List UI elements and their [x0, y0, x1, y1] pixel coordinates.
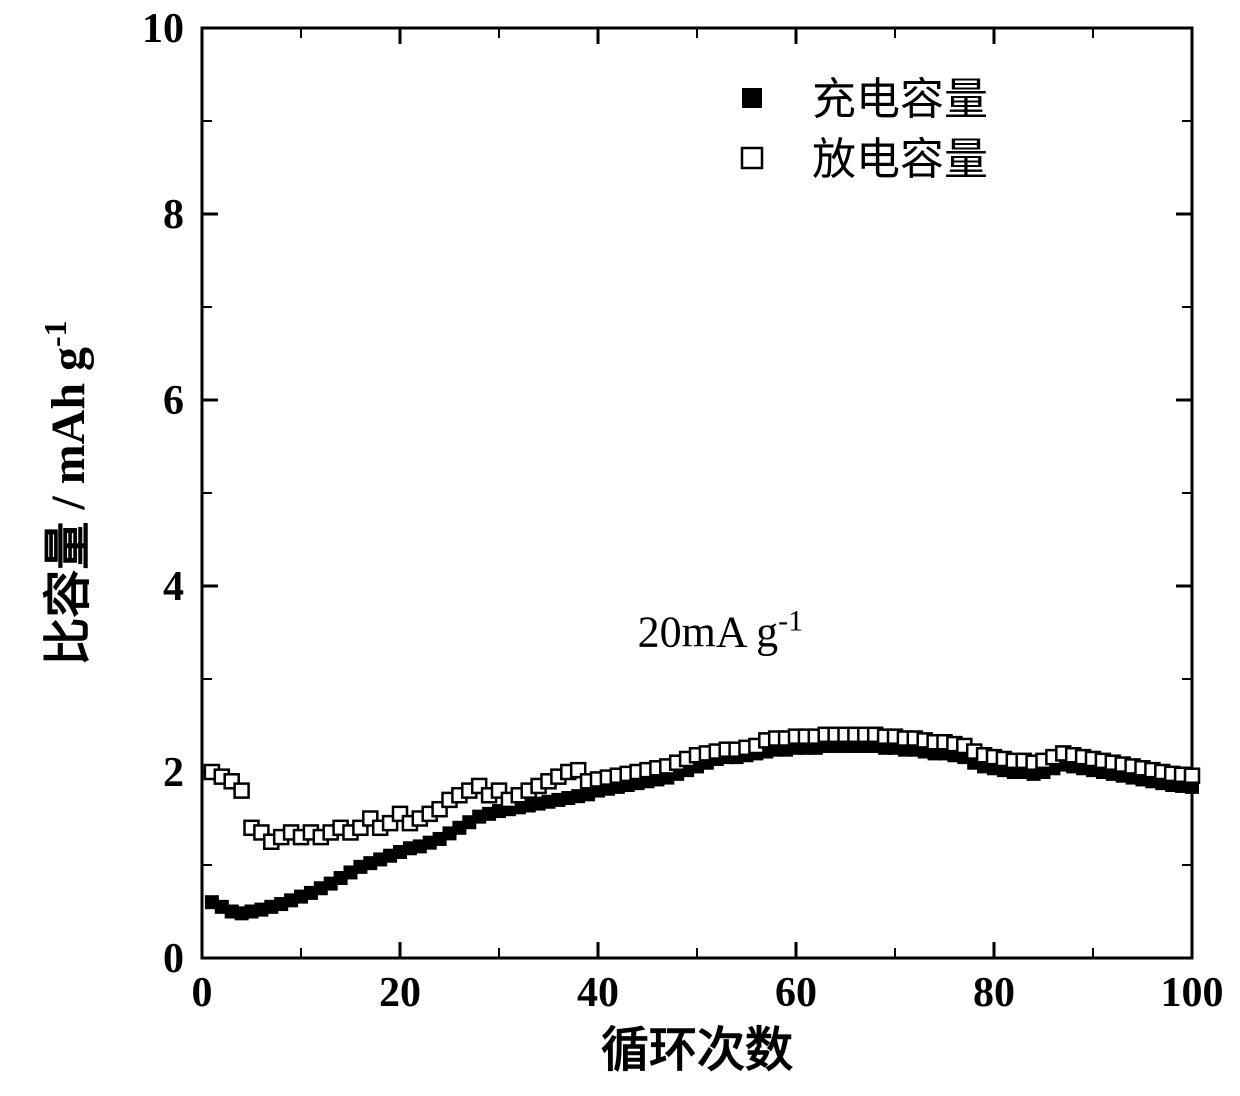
legend-marker-charge: [742, 88, 762, 108]
svg-text:比容量 / mAh g-1: 比容量 / mAh g-1: [37, 320, 95, 665]
x-tick-label: 20: [379, 970, 421, 1016]
x-tick-label: 80: [973, 970, 1015, 1016]
x-tick-label: 100: [1161, 970, 1224, 1016]
legend-label-charge: 充电容量: [812, 75, 988, 124]
x-tick-label: 60: [775, 970, 817, 1016]
x-tick-label: 0: [192, 970, 213, 1016]
legend-label-discharge: 放电容量: [812, 135, 988, 184]
y-tick-label: 4: [163, 564, 184, 610]
x-tick-label: 40: [577, 970, 619, 1016]
y-tick-label: 10: [142, 6, 184, 52]
legend-marker-discharge: [742, 148, 762, 168]
y-tick-label: 2: [163, 750, 184, 796]
chart-container: 020406080100循环次数0246810比容量 / mAh g-120mA…: [0, 0, 1240, 1096]
y-tick-label: 8: [163, 192, 184, 238]
capacity-cycle-chart: 020406080100循环次数0246810比容量 / mAh g-120mA…: [0, 0, 1240, 1096]
y-axis-label: 比容量 / mAh g-1: [37, 320, 95, 665]
y-tick-label: 6: [163, 378, 184, 424]
y-tick-label: 0: [163, 936, 184, 982]
x-axis-label: 循环次数: [601, 1024, 793, 1077]
